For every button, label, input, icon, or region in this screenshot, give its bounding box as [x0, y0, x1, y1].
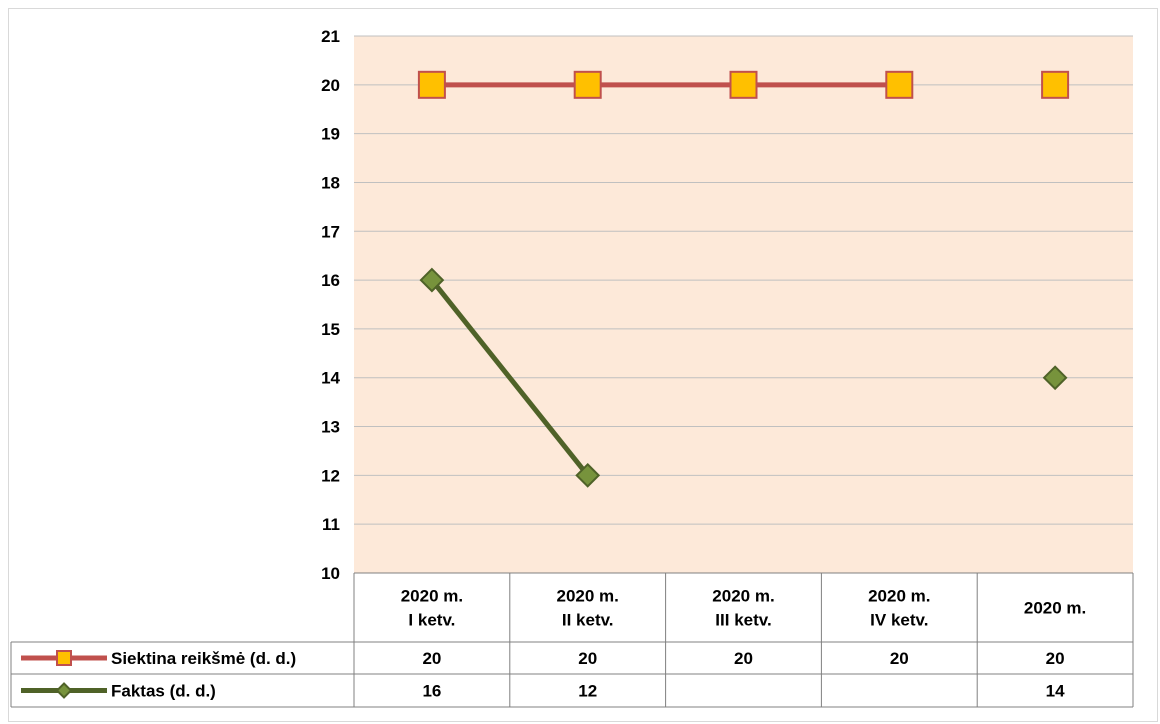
plot-background	[354, 36, 1133, 573]
y-tick-label: 18	[321, 173, 340, 192]
y-tick-label: 14	[321, 369, 340, 388]
series-layer	[417, 70, 1070, 488]
legend-marker-actual	[55, 682, 73, 699]
table-cell-target: 20	[422, 649, 441, 668]
y-tick-label: 20	[321, 76, 340, 95]
data-point-target	[729, 70, 758, 99]
y-tick-label: 13	[321, 418, 340, 437]
gridlines	[354, 35, 1133, 525]
data-point-target	[573, 70, 602, 99]
category-label: 2020 m.	[557, 587, 619, 606]
legend-label-actual: Faktas (d. d.)	[111, 682, 216, 701]
table-cell-target: 20	[734, 649, 753, 668]
y-tick-label: 16	[321, 271, 340, 290]
series-line-actual	[429, 278, 590, 477]
data-point-actual	[1042, 365, 1068, 391]
table-cell-target: 20	[578, 649, 597, 668]
plot-area	[354, 36, 1133, 573]
y-tick-label: 15	[321, 320, 340, 339]
table-cell-actual: 14	[1046, 682, 1065, 701]
table-cell-actual: 12	[578, 682, 597, 701]
category-label: III ketv.	[715, 611, 771, 630]
y-axis: 10 11 12 13 14 15 16 17 18 19 20 21	[321, 27, 340, 583]
category-label: IV ketv.	[870, 611, 928, 630]
y-tick-label: 10	[321, 564, 340, 583]
legend-marker-target	[56, 650, 72, 666]
category-label: 2020 m.	[868, 587, 930, 606]
y-tick-label: 12	[321, 466, 340, 485]
data-point-actual	[575, 462, 601, 488]
category-label: 2020 m.	[1024, 599, 1086, 618]
table-cell-target: 20	[890, 649, 909, 668]
y-tick-label: 11	[322, 515, 340, 534]
data-point-target	[1041, 70, 1070, 99]
data-point-actual	[419, 267, 445, 293]
y-tick-label: 21	[321, 27, 340, 46]
category-label: 2020 m.	[401, 587, 463, 606]
legend-label-target: Siektina reikšmė (d. d.)	[111, 649, 296, 668]
data-point-target	[417, 70, 446, 99]
chart-frame: 10 11 12 13 14 15 16 17 18 19 20 21 2020 m. I ketv. 2…	[8, 8, 1158, 722]
category-label: 2020 m.	[712, 587, 774, 606]
y-tick-label: 17	[321, 222, 340, 241]
y-tick-label: 19	[321, 125, 340, 144]
table-cell-target: 20	[1046, 649, 1065, 668]
table-cell-actual: 16	[422, 682, 441, 701]
data-table: 2020 m. I ketv. 2020 m. II ketv. 2020 m. III …	[10, 572, 1134, 708]
category-label: II ketv.	[562, 611, 614, 630]
category-label: I ketv.	[408, 611, 455, 630]
data-point-target	[885, 70, 914, 99]
